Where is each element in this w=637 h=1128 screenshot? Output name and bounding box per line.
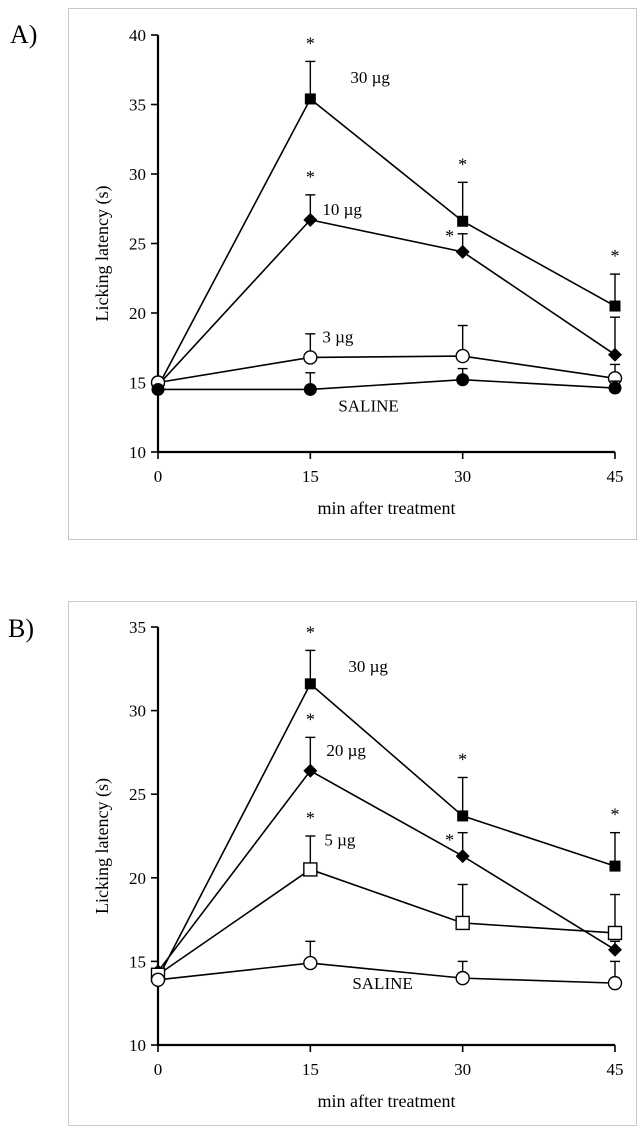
marker-diamond — [455, 244, 470, 259]
series-label: 30 µg — [348, 657, 388, 676]
marker-diamond — [608, 942, 622, 957]
marker-square-open — [455, 915, 470, 931]
marker-circle-open — [150, 972, 166, 987]
marker-diamond — [303, 763, 318, 778]
series-line — [157, 218, 616, 386]
x-axis-label: min after treatment — [318, 1091, 456, 1111]
marker-square — [304, 93, 316, 105]
y-tick-label: 40 — [129, 26, 146, 45]
series-3-g: 3 µg — [150, 324, 623, 390]
y-tick-label: 20 — [129, 869, 146, 888]
series-label: SALINE — [338, 396, 398, 415]
y-tick-label: 35 — [129, 618, 146, 637]
marker-circle — [608, 381, 622, 395]
series-line — [158, 378, 616, 391]
marker-diamond — [455, 849, 470, 864]
x-tick-label: 30 — [454, 1060, 471, 1079]
series-label: 3 µg — [322, 327, 354, 346]
significance-star: * — [306, 622, 315, 642]
series-line — [157, 962, 616, 984]
series-label: 20 µg — [326, 741, 366, 760]
significance-star: * — [306, 167, 315, 187]
marker-circle — [151, 382, 165, 396]
series-label: 10 µg — [322, 200, 362, 219]
series-5-g: * 5 µg — [150, 808, 623, 982]
marker-circle — [303, 382, 317, 396]
y-tick-label: 20 — [129, 304, 146, 323]
significance-star: * — [306, 709, 315, 729]
marker-circle-open — [303, 955, 318, 971]
y-tick-label: 10 — [129, 443, 146, 462]
y-tick-label: 25 — [129, 785, 146, 804]
significance-star: * — [458, 154, 467, 174]
y-tick-label: 10 — [129, 1036, 146, 1055]
x-tick-label: 15 — [302, 467, 319, 486]
panel-a-label: A) — [10, 20, 38, 49]
significance-star: * — [445, 830, 454, 850]
panel-b-label: B) — [8, 614, 34, 643]
y-tick-label: 35 — [129, 96, 146, 115]
y-tick-label: 30 — [129, 165, 146, 184]
series-label: 30 µg — [350, 68, 390, 87]
marker-square-open — [607, 925, 623, 941]
marker-circle-open — [607, 975, 623, 991]
series-line — [157, 682, 616, 979]
y-tick-label: 15 — [129, 374, 146, 393]
marker-square-open — [303, 862, 318, 877]
series-line — [157, 868, 616, 976]
x-tick-label: 30 — [454, 467, 471, 486]
y-axis-label: Licking latency (s) — [92, 778, 113, 914]
marker-diamond — [303, 212, 318, 227]
series-30-g: * * * 30 µg — [152, 33, 621, 393]
y-tick-label: 15 — [129, 952, 146, 971]
x-tick-label: 45 — [607, 1060, 624, 1079]
series-label: 5 µg — [324, 830, 356, 849]
series-10-g: * * 10 µg — [151, 167, 622, 393]
x-axis-label: min after treatment — [318, 498, 456, 518]
marker-diamond — [608, 347, 622, 362]
marker-circle-open — [455, 348, 470, 364]
significance-star: * — [611, 805, 620, 825]
significance-star: * — [611, 246, 620, 266]
series-line — [157, 355, 616, 384]
marker-square — [457, 215, 469, 227]
series-line — [157, 769, 616, 972]
significance-star: * — [306, 33, 315, 53]
marker-circle-open — [455, 970, 470, 986]
x-tick-label: 0 — [154, 467, 163, 486]
x-tick-label: 0 — [154, 1060, 163, 1079]
marker-circle-open — [303, 350, 318, 365]
chart-a: 10 15 20 25 30 35 40 0 15 30 45 min after treatment… — [92, 26, 624, 518]
y-tick-label: 25 — [129, 235, 146, 254]
y-tick-label: 30 — [129, 702, 146, 721]
marker-square — [609, 860, 621, 872]
series-saline: SALINE — [151, 367, 622, 415]
marker-square — [304, 678, 316, 690]
series-line — [157, 97, 616, 388]
x-tick-label: 45 — [607, 467, 624, 486]
significance-star: * — [306, 808, 315, 828]
marker-square — [609, 300, 621, 312]
x-tick-label: 15 — [302, 1060, 319, 1079]
marker-circle — [456, 373, 470, 387]
marker-square — [457, 810, 469, 822]
series-label: SALINE — [352, 974, 412, 993]
significance-star: * — [458, 749, 467, 769]
series-20-g: * * 20 µg — [151, 709, 622, 979]
chart-b: 10 15 20 25 30 35 0 15 30 45 min after treatment Li… — [92, 618, 624, 1111]
significance-star: * — [445, 226, 454, 246]
series-saline: SALINE — [150, 940, 623, 993]
y-axis-label: Licking latency (s) — [92, 186, 113, 322]
